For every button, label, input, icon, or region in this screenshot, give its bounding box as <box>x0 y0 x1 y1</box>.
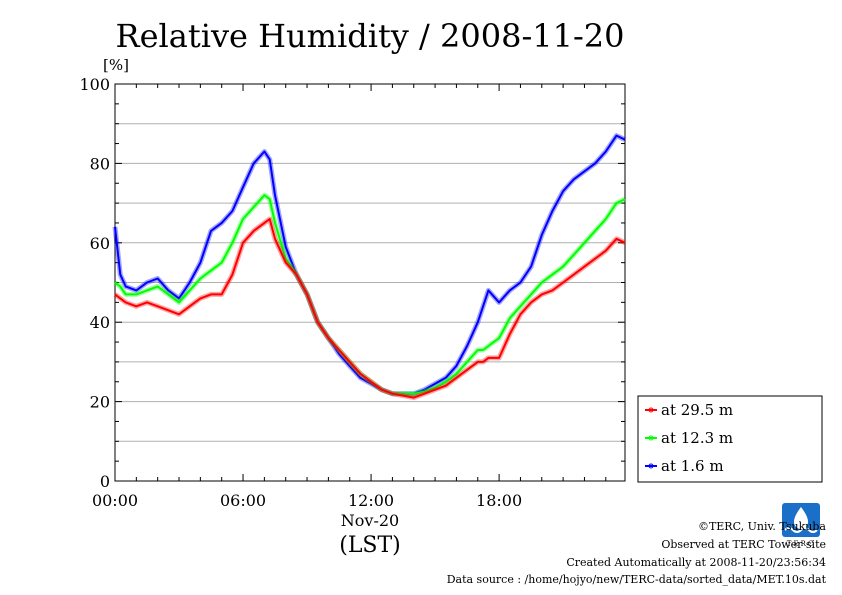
legend-marker <box>648 463 654 469</box>
x-axis-timezone-label: (LST) <box>339 533 401 558</box>
terc-logo-drop <box>794 507 808 529</box>
chart-title: Relative Humidity / 2008-11-20 <box>116 17 625 55</box>
legend-label: at 29.5 m <box>661 401 733 419</box>
y-tick-label: 40 <box>90 313 110 332</box>
series-band <box>112 133 627 397</box>
legend-label: at 1.6 m <box>661 457 724 475</box>
x-tick-label: 18:00 <box>476 491 522 510</box>
footer-site: Observed at TERC Tower site <box>661 538 826 551</box>
y-tick-label: 60 <box>90 234 110 253</box>
footer-copyright: ©TERC, Univ. Tsukuba <box>697 520 826 533</box>
terc-logo-wave <box>784 527 818 533</box>
legend-box <box>637 395 823 483</box>
footer-created: Created Automatically at 2008-11-20/23:5… <box>566 556 826 569</box>
x-tick-label: 12:00 <box>348 491 394 510</box>
series-band <box>113 216 627 401</box>
terc-logo <box>782 503 820 537</box>
terc-logo-text: TERC <box>787 540 815 548</box>
series-lines <box>112 133 627 401</box>
y-axis-unit: [%] <box>103 56 129 74</box>
y-tick-label: 20 <box>90 393 110 412</box>
y-tick-label: 80 <box>90 154 110 173</box>
series-line <box>114 134 626 395</box>
x-axis-date-label: Nov-20 <box>341 511 399 530</box>
grid-lines <box>115 123 625 442</box>
x-tick-label: 00:00 <box>92 491 138 510</box>
x-tick-label: 06:00 <box>220 491 266 510</box>
legend-label: at 12.3 m <box>661 429 733 447</box>
axis-ticks: 0 20 40 60 80 100 00:00 06:00 12:00 18:00 <box>79 75 625 510</box>
legend-marker <box>648 407 654 413</box>
series-line <box>114 218 626 399</box>
y-tick-label: 0 <box>100 472 110 491</box>
legend: at 29.5 m at 12.3 m at 1.6 m <box>637 395 823 483</box>
footer-source: Data source : /home/hojyo/new/TERC-data/… <box>446 573 826 586</box>
y-tick-label: 100 <box>79 75 110 94</box>
legend-marker <box>648 435 654 441</box>
